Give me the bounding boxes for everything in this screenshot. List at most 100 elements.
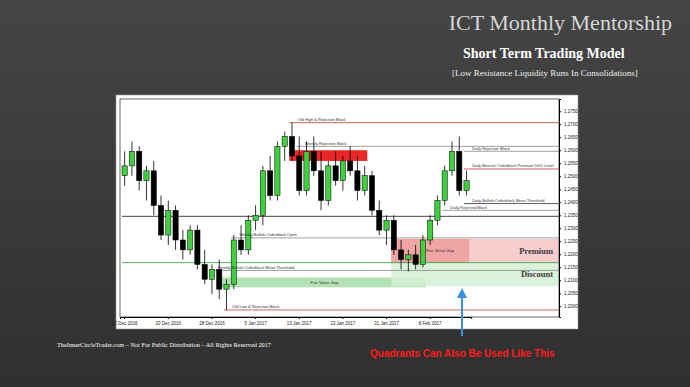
x-tick: 20 Dec 2016 xyxy=(156,317,182,326)
y-tick: 1.2050 xyxy=(559,291,578,296)
candle-body xyxy=(362,176,367,191)
tick-label: 1.2050 xyxy=(564,291,578,296)
candle-body xyxy=(406,255,411,260)
candle-body xyxy=(224,284,229,289)
tick-mark xyxy=(559,189,561,190)
x-tick: 5 Jan 2017 xyxy=(244,317,267,326)
tick-label: 1.2750 xyxy=(564,109,578,114)
tick-label: 13 Jan 2017 xyxy=(287,321,312,326)
x-tick: 28 Dec 2016 xyxy=(199,317,225,326)
candle-body xyxy=(122,166,127,176)
tick-mark xyxy=(430,317,431,319)
tick-mark xyxy=(559,267,561,268)
annotation-texts: Fair Value GapPremiumDiscountFair Value … xyxy=(218,117,554,309)
x-tick: 23 Jan 2017 xyxy=(330,317,355,326)
arrow xyxy=(461,293,463,336)
level-line xyxy=(442,210,559,211)
candle-body xyxy=(384,220,389,230)
tick-label: 1.2200 xyxy=(564,252,578,257)
candle-body xyxy=(311,151,316,171)
axis-line xyxy=(121,318,472,320)
tick-label: 1.2400 xyxy=(564,200,578,205)
level-label: Weekly Bullish Orderblock Open xyxy=(239,232,297,237)
footer: TheInnerCircleTrader.com – Not For Publi… xyxy=(57,341,271,348)
candle-body xyxy=(435,200,440,220)
candle-body xyxy=(180,240,185,250)
candle-body xyxy=(129,151,134,166)
tick-mark xyxy=(559,202,561,203)
zone xyxy=(391,263,559,287)
level-line xyxy=(289,122,559,123)
candle-body xyxy=(413,255,418,265)
candle-body xyxy=(340,161,345,181)
chart-panel xyxy=(116,95,578,329)
candle-body xyxy=(391,220,396,250)
candle-body xyxy=(348,161,353,171)
y-tick: 1.2400 xyxy=(559,200,578,205)
tick-mark xyxy=(559,228,561,229)
candle-wick xyxy=(226,279,227,310)
level-label: Daily Rejected Block xyxy=(450,205,487,210)
tick-mark xyxy=(559,176,561,177)
y-tick: 1.2700 xyxy=(559,122,578,127)
tick-label: 23 Jan 2017 xyxy=(330,321,355,326)
title: ICT Monthly Mentorship xyxy=(449,10,672,35)
candle-body xyxy=(238,240,243,250)
level-line xyxy=(122,262,559,263)
level-line xyxy=(464,151,559,152)
callout: Quadrants Can Also Be Used Like This xyxy=(370,348,555,359)
level-line xyxy=(464,168,559,169)
zone-label: Fair Value Gap xyxy=(426,248,455,253)
candle-body xyxy=(158,205,163,235)
candle-body xyxy=(442,171,447,201)
tick-mark xyxy=(124,317,125,319)
tick-mark xyxy=(559,306,561,307)
candle-body xyxy=(355,171,360,191)
tick-mark xyxy=(559,215,561,216)
candle-wick xyxy=(408,250,409,272)
tick-mark xyxy=(211,317,212,319)
x-tick: 13 Jan 2017 xyxy=(287,317,312,326)
candle-body xyxy=(318,171,323,201)
level-label: Daily Bearish Orderblock Premium 50% Lev… xyxy=(472,163,553,168)
tick-label: 1.2700 xyxy=(564,122,578,127)
y-tick: 1.2650 xyxy=(559,135,578,140)
tick-label: 1.2550 xyxy=(564,161,578,166)
slide: ICT Monthly MentorshipShort Term Trading… xyxy=(0,0,690,387)
candle-body xyxy=(268,171,273,196)
candle-body xyxy=(304,151,309,190)
y-tick: 1.2350 xyxy=(559,213,578,218)
tick-label: 1.2000 xyxy=(564,304,578,309)
candle-body xyxy=(369,176,374,211)
tick-mark xyxy=(559,280,561,281)
y-tick: 1.2450 xyxy=(559,187,578,192)
x-tick: 8 Feb 2017 xyxy=(419,317,442,326)
y-tick: 1.2000 xyxy=(559,304,578,309)
y-tick: 1.2500 xyxy=(559,174,578,179)
candle-body xyxy=(289,136,294,156)
tick-mark xyxy=(168,317,169,319)
candle-body xyxy=(377,210,382,230)
tick-label: 28 Dec 2016 xyxy=(199,321,225,326)
candle-body xyxy=(188,230,193,250)
tick-mark xyxy=(559,163,561,164)
level-label: Weekly Bullish Orderblock Mean Threshold xyxy=(218,265,295,270)
level-line xyxy=(297,146,559,147)
candle-body xyxy=(282,136,287,146)
level-label: Old High & Rejection Block xyxy=(298,117,346,122)
tick-label: 1.2300 xyxy=(564,226,578,231)
candle-body xyxy=(166,210,171,235)
candle-body xyxy=(398,250,403,260)
tick-mark xyxy=(559,150,561,151)
tick-mark xyxy=(255,317,256,319)
level-label: Old Low & Rejection Block xyxy=(232,304,279,309)
candle-body xyxy=(260,171,265,215)
tick-mark xyxy=(386,317,387,319)
zone-label: Discount xyxy=(521,269,553,279)
tick-mark xyxy=(559,254,561,255)
tick-mark xyxy=(559,124,561,125)
plot-marks xyxy=(122,123,559,310)
axis-line xyxy=(560,100,562,318)
background xyxy=(0,0,690,387)
x-axis: 12 Dec 201620 Dec 201628 Dec 20165 Jan 2… xyxy=(112,317,472,326)
